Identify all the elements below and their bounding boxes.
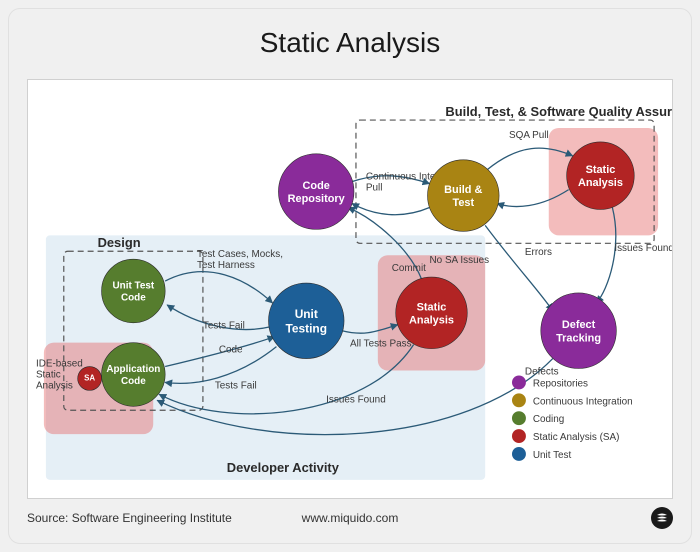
- flowchart-svg: Design Developer Activity Build, Test, & S…: [28, 80, 672, 498]
- svg-text:Issues Found: Issues Found: [326, 394, 386, 405]
- svg-text:Build, Test, & Software Qualit: Build, Test, & Software Quality Assuranc…: [445, 104, 672, 119]
- svg-text:Code: Code: [303, 180, 330, 192]
- svg-text:Defect: Defect: [562, 319, 596, 331]
- svg-text:IDE-based: IDE-based: [36, 359, 83, 370]
- svg-text:Static: Static: [586, 164, 616, 176]
- svg-text:Unit: Unit: [295, 307, 318, 321]
- svg-text:Repositories: Repositories: [533, 378, 588, 389]
- svg-text:No SA Issues: No SA Issues: [430, 255, 490, 266]
- svg-text:Analysis: Analysis: [409, 314, 454, 326]
- svg-text:Analysis: Analysis: [578, 177, 623, 189]
- svg-text:SQA Pull: SQA Pull: [509, 130, 549, 141]
- source-label: Source: Software Engineering Institute: [27, 511, 232, 525]
- svg-text:Static: Static: [36, 369, 61, 380]
- svg-text:Continuous Integration: Continuous Integration: [533, 396, 633, 407]
- svg-text:Coding: Coding: [533, 414, 564, 425]
- page-title: Static Analysis: [9, 27, 691, 59]
- svg-text:Build &: Build &: [444, 184, 482, 196]
- svg-text:Design: Design: [98, 235, 141, 250]
- brand-logo-icon: [651, 507, 673, 529]
- svg-text:All Tests Pass: All Tests Pass: [350, 339, 412, 350]
- card: Static Analysis Design Developer Activity…: [8, 8, 692, 544]
- svg-text:Defects: Defects: [525, 366, 559, 377]
- svg-text:Application: Application: [106, 364, 160, 375]
- footer: Source: Software Engineering Institute w…: [27, 507, 673, 529]
- diagram-container: Design Developer Activity Build, Test, & S…: [27, 79, 673, 499]
- svg-text:Test Harness: Test Harness: [197, 260, 255, 271]
- svg-text:Developer Activity: Developer Activity: [227, 460, 340, 475]
- svg-text:Test Cases, Mocks,: Test Cases, Mocks,: [197, 249, 283, 260]
- svg-text:Commit: Commit: [392, 263, 426, 274]
- svg-text:Test: Test: [452, 197, 474, 209]
- site-label: www.miquido.com: [302, 511, 399, 525]
- svg-text:Pull: Pull: [366, 183, 383, 194]
- svg-text:SA: SA: [84, 374, 95, 383]
- svg-text:Tests Fail: Tests Fail: [203, 321, 245, 332]
- svg-text:Unit Test: Unit Test: [112, 281, 154, 292]
- svg-text:Errors: Errors: [525, 247, 552, 258]
- svg-text:Issues Found: Issues Found: [614, 243, 672, 254]
- svg-text:Code: Code: [121, 293, 146, 304]
- svg-text:Tests Fail: Tests Fail: [215, 380, 257, 391]
- svg-text:Code: Code: [121, 376, 146, 387]
- svg-text:Testing: Testing: [286, 321, 327, 335]
- svg-text:Tracking: Tracking: [556, 332, 601, 344]
- svg-text:Unit Test: Unit Test: [533, 450, 572, 461]
- svg-text:Analysis: Analysis: [36, 380, 73, 391]
- svg-text:Static: Static: [417, 301, 447, 313]
- svg-text:Code: Code: [219, 345, 243, 356]
- svg-text:Static Analysis (SA): Static Analysis (SA): [533, 432, 620, 443]
- svg-text:Repository: Repository: [288, 193, 346, 205]
